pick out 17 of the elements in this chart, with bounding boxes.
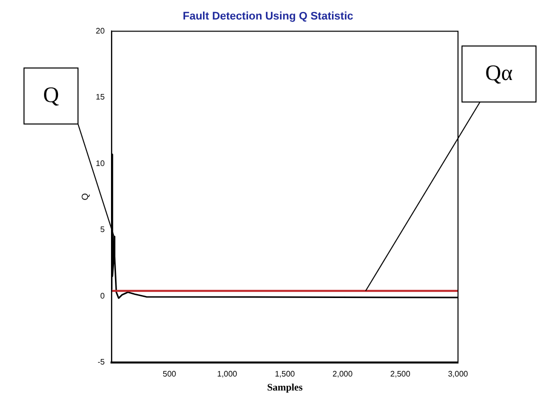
chart-title: Fault Detection Using Q Statistic (182, 10, 354, 23)
y-axis-title: Q (80, 193, 90, 200)
text: Q (43, 82, 60, 107)
annotation: Qα (485, 60, 514, 85)
x-tick-label: 1,500 (274, 369, 296, 378)
x-tick-label: 1,000 (217, 369, 238, 378)
y-tick-label: -5 (98, 358, 106, 367)
y-tick-label: 10 (96, 158, 106, 168)
y-tick-label: 5 (100, 225, 106, 234)
x-tick-label: 2,000 (332, 369, 354, 378)
y-tick-label: 20 (96, 26, 106, 36)
x-tick-label: 2,500 (390, 369, 411, 378)
x-tick-label: 500 (162, 369, 177, 378)
x-tick-label: 3,000 (448, 369, 469, 378)
y-tick-label: 15 (96, 92, 106, 102)
x-axis-title: Samples (267, 382, 303, 394)
y-tick-label: 0 (100, 291, 106, 300)
